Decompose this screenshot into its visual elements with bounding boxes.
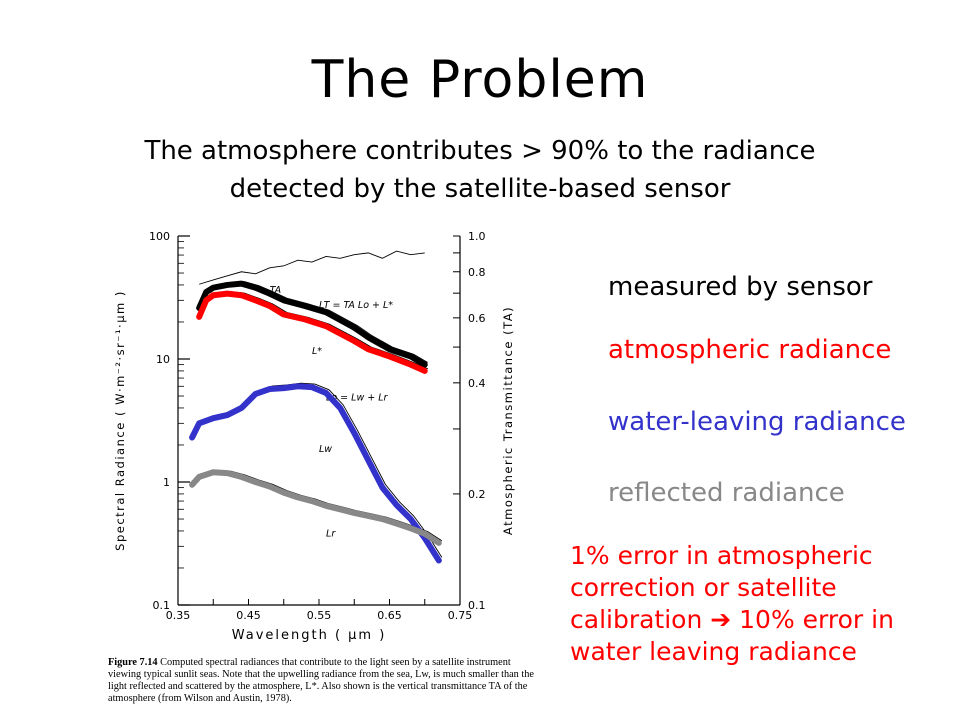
slide-title: The Problem: [311, 50, 649, 110]
y2-tick-label: 0.2: [468, 488, 486, 501]
y-tick-label: 0.1: [153, 599, 171, 612]
series-line-reflected-radiance: [189, 469, 442, 546]
slide-subtitle: The atmosphere contributes > 90% to the …: [144, 136, 816, 204]
y2-tick-label: 0.8: [468, 266, 486, 279]
x-tick-label: 0.65: [377, 609, 402, 622]
series-line-water-leaving-radiance: [189, 383, 442, 564]
y-tick-label: 100: [149, 230, 170, 243]
legend-atmospheric-radiance: atmospheric radiance: [608, 335, 892, 365]
curve-label: Lr: [326, 529, 336, 540]
transmittance-curve: [199, 250, 425, 285]
curve-label: Lw: [319, 444, 332, 455]
caption-text: Computed spectral radiances that contrib…: [108, 657, 534, 704]
y-axis-label: Spectral Radiance ( W·m⁻²·sr⁻¹·μm ): [113, 290, 127, 551]
y2-tick-label: 0.1: [468, 599, 486, 612]
y2-axis-label: Atmospheric Transmittance (TA): [501, 306, 515, 535]
legend-measured-by-sensor: measured by sensor: [608, 272, 873, 302]
x-tick-label: 0.35: [166, 609, 191, 622]
y-tick-label: 1: [163, 476, 170, 489]
legend-water-leaving-radiance: water-leaving radiance: [608, 407, 906, 437]
printed-curve: [194, 382, 443, 558]
x-tick-label: 0.45: [236, 609, 261, 622]
curve-label: Lo = Lw + Lr: [326, 392, 388, 403]
caption-figure-number: Figure 7.14: [108, 657, 158, 668]
x-tick-label: 0.55: [307, 609, 332, 622]
curve-label: TA: [270, 285, 281, 296]
y-tick-label: 10: [156, 353, 170, 366]
x-axis-label: Wavelength ( μm ): [232, 628, 387, 643]
y2-tick-label: 1.0: [468, 230, 486, 243]
series-line-measured-by-sensor: [196, 280, 428, 368]
series-line-atmospheric-radiance: [196, 290, 428, 374]
curve-label: LT = TA Lo + L*: [319, 300, 393, 311]
x-tick-label: 0.75: [448, 609, 473, 622]
y2-tick-label: 0.4: [468, 377, 486, 390]
curve-label: L*: [312, 346, 322, 357]
legend-reflected-radiance: reflected radiance: [608, 478, 845, 508]
error-note: 1% error in atmospheric correction or sa…: [570, 541, 894, 666]
y2-tick-label: 0.6: [468, 312, 486, 325]
figure-caption: Figure 7.14 Computed spectral radiances …: [108, 657, 538, 705]
